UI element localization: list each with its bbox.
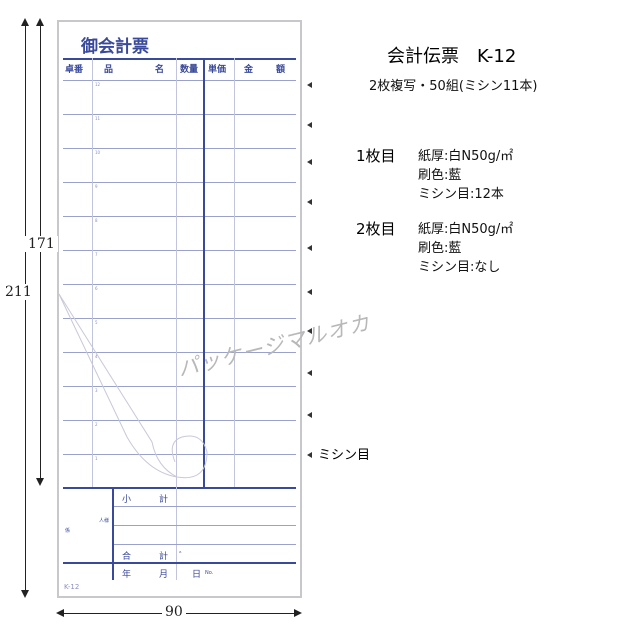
yen-mark: ﾞ [179,552,184,562]
row-number: 2 [95,422,98,427]
header-price: 単価 [208,65,227,75]
row-line [63,420,296,421]
accounting-slip: 御会計票 卓番 品 名 数量 単価 金 額 12 11 10 9 8 7 6 5 4 3 2 1 小 … [57,20,302,598]
row-line [63,216,296,217]
total-height-label: 211 [2,284,35,300]
row-line [63,114,296,115]
row-line [63,386,296,387]
perforation-label: ミシン目 [318,448,371,463]
sheet-label: 2枚目 [356,220,396,238]
header-qty: 数量 [180,65,199,75]
subtotal-label-1: 小 [122,495,132,505]
arrow-down-icon [36,478,44,486]
year-label: 年 [122,570,132,580]
perforation-marker-icon [307,328,312,334]
total-label-2: 計 [159,552,169,562]
total-label-1: 合 [122,552,132,562]
header-amount-2: 額 [276,65,286,75]
perforation-marker-icon [307,122,312,128]
row-number: 9 [95,184,98,189]
arrow-up-icon [36,18,44,26]
row-line [63,80,296,81]
row-number: 1 [95,456,98,461]
paper-spec: 紙厚:白N50g/㎡ [418,222,514,237]
row-line [63,318,296,319]
row-number: 10 [95,150,101,155]
upper-height-line [40,22,41,484]
row-line [63,250,296,251]
arrow-down-icon [21,590,29,598]
header-table-no: 卓番 [65,65,84,75]
upper-height-label: 171 [25,236,58,252]
header-amount-1: 金 [244,65,254,75]
row-number: 11 [95,116,101,121]
arrow-left-icon [56,609,64,617]
staff-label: 係 [65,528,71,534]
product-title: 会計伝票 K-12 [387,46,517,67]
row-number: 4 [95,354,98,359]
perforation-marker-icon [307,289,312,295]
day-label: 日 [192,570,202,580]
persons-label: 人様 [99,518,110,524]
row-line [63,352,296,353]
curled-corner-illustration [58,293,208,479]
row-number: 7 [95,252,98,257]
perforation-marker-icon [307,412,312,418]
no-label: No. [205,570,214,576]
product-subtitle: 2枚複写・50組(ミシン11本) [369,79,538,94]
perforation-marker-icon [307,245,312,251]
header-item: 品 [104,65,114,75]
row-line [63,182,296,183]
width-label: 90 [162,604,186,620]
total-height-line [25,22,26,596]
perforation-marker-icon [307,370,312,376]
perforation-marker-icon [307,159,312,165]
perforation-marker-icon [307,452,312,458]
subtotal-label-2: 計 [159,495,169,505]
sheet-label: 1枚目 [356,147,396,165]
row-line [63,148,296,149]
arrow-right-icon [294,609,302,617]
row-number: 3 [95,388,98,393]
slip-title: 御会計票 [81,37,149,57]
row-line [63,284,296,285]
ink-spec: 刷色:藍 [418,241,462,256]
row-number: 8 [95,218,98,223]
row-line [63,454,296,455]
header-name: 名 [155,65,165,75]
arrow-up-icon [21,18,29,26]
row-number: 5 [95,320,98,325]
perforation-spec: ミシン目:12本 [418,187,504,202]
month-label: 月 [159,570,169,580]
row-number: 6 [95,286,98,291]
paper-spec: 紙厚:白N50g/㎡ [418,149,514,164]
row-number: 12 [95,82,101,87]
slip-code: K-12 [64,583,80,591]
perforation-marker-icon [307,199,312,205]
perforation-spec: ミシン目:なし [418,260,501,275]
ink-spec: 刷色:藍 [418,168,462,183]
perforation-marker-icon [307,82,312,88]
